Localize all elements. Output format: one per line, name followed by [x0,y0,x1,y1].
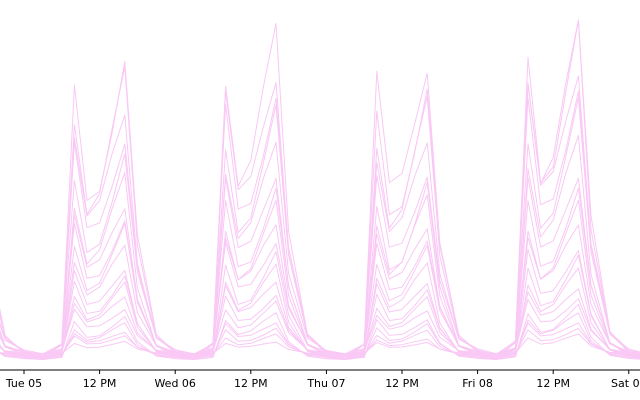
x-tick-label: 12 PM [385,377,419,390]
series-line [0,75,640,358]
x-tick-label: Wed 06 [154,377,195,390]
series-line [0,90,640,356]
series-line [0,322,640,358]
series-line [0,312,640,359]
x-tick-label: Thu 07 [306,377,345,390]
x-tick-label: 12 PM [536,377,570,390]
x-tick-label: 12 PM [83,377,117,390]
x-tick-label: Fri 08 [462,377,493,390]
x-tick-label: Tue 05 [5,377,42,390]
series-line [0,298,640,355]
series-line [0,224,640,355]
series-line [0,19,640,359]
series-line [0,303,640,360]
plot-area [0,19,640,360]
x-tick-label: Sat 09 [611,377,640,390]
series-line [0,288,640,356]
series-line [0,327,640,356]
series-line [0,333,640,355]
series-line [0,97,640,355]
x-tick-label: 12 PM [234,377,268,390]
series-line [0,254,640,359]
x-axis-ticks: Tue 05 12 PM Wed 06 12 PM Thu 07 12 PM Fri 08 1… [5,370,640,390]
series-line [0,19,640,360]
